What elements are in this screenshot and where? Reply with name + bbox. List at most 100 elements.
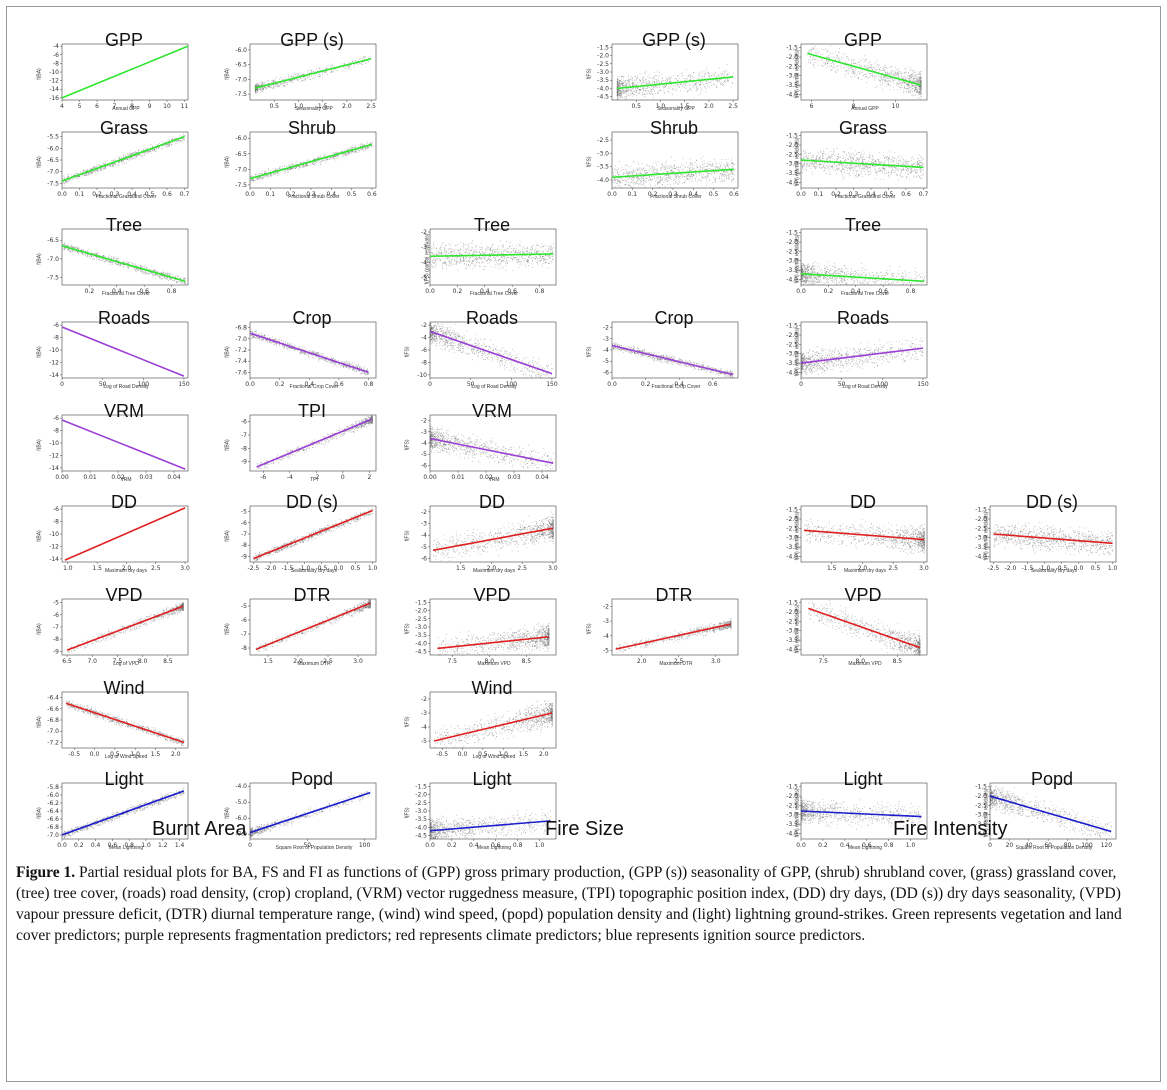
y-tick-label: -2 <box>421 418 427 425</box>
x-tick-label: 0.5 <box>478 751 488 758</box>
x-tick-label: 0.8 <box>124 842 134 849</box>
x-tick-label: 0.6 <box>491 842 501 849</box>
x-tick-label: -0.5 <box>436 751 448 758</box>
x-tick-label: 0.4 <box>689 191 699 198</box>
plot-title: DTR <box>608 585 740 606</box>
x-tick-label: -1.5 <box>1022 565 1034 572</box>
fit-line <box>64 507 186 561</box>
x-axis-label: Maximum DTR <box>250 661 378 667</box>
fit-line <box>66 605 184 651</box>
y-tick-label: -7.2 <box>47 739 59 746</box>
fit-line <box>254 57 372 89</box>
fit-line <box>256 418 373 468</box>
scatter-points <box>808 45 922 100</box>
fit-line <box>437 636 549 650</box>
plot-svg: -5 -6 -7 -8 1.5 2.0 2.5 3.0 <box>241 598 377 665</box>
y-tick-label: -7.2 <box>235 347 247 354</box>
x-tick-label: 3.0 <box>353 658 363 665</box>
plot-panel: -2 -3 -4 -5 -0.5 0.0 0.5 1.0 1.5 2.0 Wind f(FS) Log … <box>405 678 558 762</box>
x-tick-label: -0.5 <box>1056 565 1068 572</box>
x-tick-label: 0.03 <box>139 474 153 481</box>
fit-line <box>429 820 551 832</box>
y-tick-label: -6.5 <box>47 237 59 244</box>
y-tick-label: -4 <box>603 347 609 354</box>
y-tick-label: -4.0 <box>597 85 609 92</box>
x-tick-label: 0.4 <box>127 191 137 198</box>
plot-svg: -2.5 -3.0 -3.5 -4.0 0.0 0.1 0.2 0.3 0.4 0.5 0.6 <box>597 131 739 198</box>
plot-panel: -1.5 -2.0 -2.5 -3.0 -3.5 -4.0 0 50 100 150 Roads f(… <box>777 308 929 392</box>
scatter-points <box>801 261 925 286</box>
scatter-points <box>62 133 186 186</box>
x-tick-label: -2.5 <box>988 565 1000 572</box>
y-tick-label: -1.5 <box>786 323 798 330</box>
y-axis-label: f(FI) (partial residuals) <box>794 789 800 838</box>
x-tick-label: 0.4 <box>469 842 479 849</box>
y-tick-label: -3.5 <box>415 632 427 639</box>
fire-size-label: Fire Size <box>545 818 624 841</box>
y-tick-label: -4 <box>421 440 427 447</box>
x-tick-label: 7 <box>113 103 117 110</box>
x-tick-label: 3.0 <box>548 565 558 572</box>
y-tick-label: -1.5 <box>975 507 987 514</box>
plot-frame <box>611 43 739 101</box>
x-tick-label: 0.5 <box>1091 565 1101 572</box>
plot-frame <box>249 43 377 101</box>
fit-line <box>807 52 921 86</box>
x-tick-label: 0 <box>988 842 992 849</box>
x-tick-label: 50 <box>838 381 846 388</box>
y-tick-label: -3.5 <box>786 544 798 551</box>
x-tick-label: 2.0 <box>704 103 714 110</box>
y-tick-label: -8 <box>53 60 59 67</box>
y-tick-label: -5 <box>603 648 609 655</box>
x-tick-label: 0.02 <box>111 474 125 481</box>
y-tick-label: -1.5 <box>415 783 427 790</box>
y-axis-label: f(FI) (partial residuals) <box>794 328 800 377</box>
plot-svg: -2 -3 -4 -5 0.0 0.2 0.4 0.6 0.8 <box>421 228 557 295</box>
y-tick-label: -6.6 <box>47 706 59 713</box>
plot-svg: -1.5 -2.0 -2.5 -3.0 -3.5 -4.00 50 100 150 <box>786 321 929 388</box>
burnt-area-label: Burnt Area <box>152 818 247 841</box>
plot-frame <box>249 414 377 472</box>
y-tick-label: -10 <box>49 347 59 354</box>
y-tick-label: -8 <box>53 519 59 526</box>
y-axis-label: f(FI) (partial residuals) <box>794 605 800 654</box>
x-tick-label: 2.0 <box>637 658 647 665</box>
y-tick-label: -5 <box>421 274 427 281</box>
plot-title: TPI <box>246 401 378 422</box>
x-tick-label: 1.4 <box>175 842 185 849</box>
x-axis-label: Seasonality dry days <box>990 568 1118 574</box>
fit-line <box>800 810 922 818</box>
x-tick-label: 0.3 <box>110 191 120 198</box>
x-tick-label: 50 <box>303 842 311 849</box>
x-axis-label: Log of VPD <box>62 661 190 667</box>
x-tick-label: 0.2 <box>831 191 841 198</box>
x-tick-label: 0.7 <box>180 191 190 198</box>
x-tick-label: 8.5 <box>163 658 173 665</box>
y-tick-label: -9 <box>241 459 247 466</box>
y-tick-label: -14 <box>49 556 59 563</box>
y-tick-label: -10 <box>49 69 59 76</box>
plot-svg: -1.5 -2.0 -2.5 -3.0 -3.5 -4.0 0.0 0.1 0.2 0.3 0.4 0… <box>786 131 928 198</box>
plot-title: VRM <box>426 401 558 422</box>
x-tick-label: 2.0 <box>858 565 868 572</box>
y-tick-label: -4.0 <box>975 553 987 560</box>
plot-svg: -1.5 -2.0 -2.5 -3.0 -3.5 -4.0 0.0 0.2 0.4 0.6 0.8 1… <box>786 782 928 849</box>
y-tick-label: -2.5 <box>975 525 987 532</box>
y-tick-label: -12 <box>49 78 59 85</box>
x-tick-label: 0.8 <box>364 381 374 388</box>
y-axis-label: f(BA) <box>225 530 231 541</box>
plot-svg: -6.8 -7.0 -7.2 -7.4 -7.6 0.0 0.2 0.4 0.6 0.8 <box>235 321 377 388</box>
plot-title: GPP (s) <box>608 30 740 51</box>
plot-title: Shrub <box>608 118 740 139</box>
x-tick-label: 0.1 <box>266 191 276 198</box>
x-tick-label: 0.2 <box>286 191 296 198</box>
x-tick-label: 0.0 <box>607 191 617 198</box>
x-tick-label: 0.4 <box>866 191 876 198</box>
x-tick-label: 0.8 <box>906 288 916 295</box>
y-tick-label: -3.0 <box>415 624 427 631</box>
x-tick-label: 7.5 <box>447 658 457 665</box>
y-tick-label: -3 <box>421 429 427 436</box>
x-tick-label: 1.0 <box>656 103 666 110</box>
plot-svg: -1.5 -2.0 -2.5 -3.0 -3.5 -4.0 1.5 2.0 2.5 3.0 <box>786 505 929 572</box>
plot-frame <box>800 228 928 286</box>
